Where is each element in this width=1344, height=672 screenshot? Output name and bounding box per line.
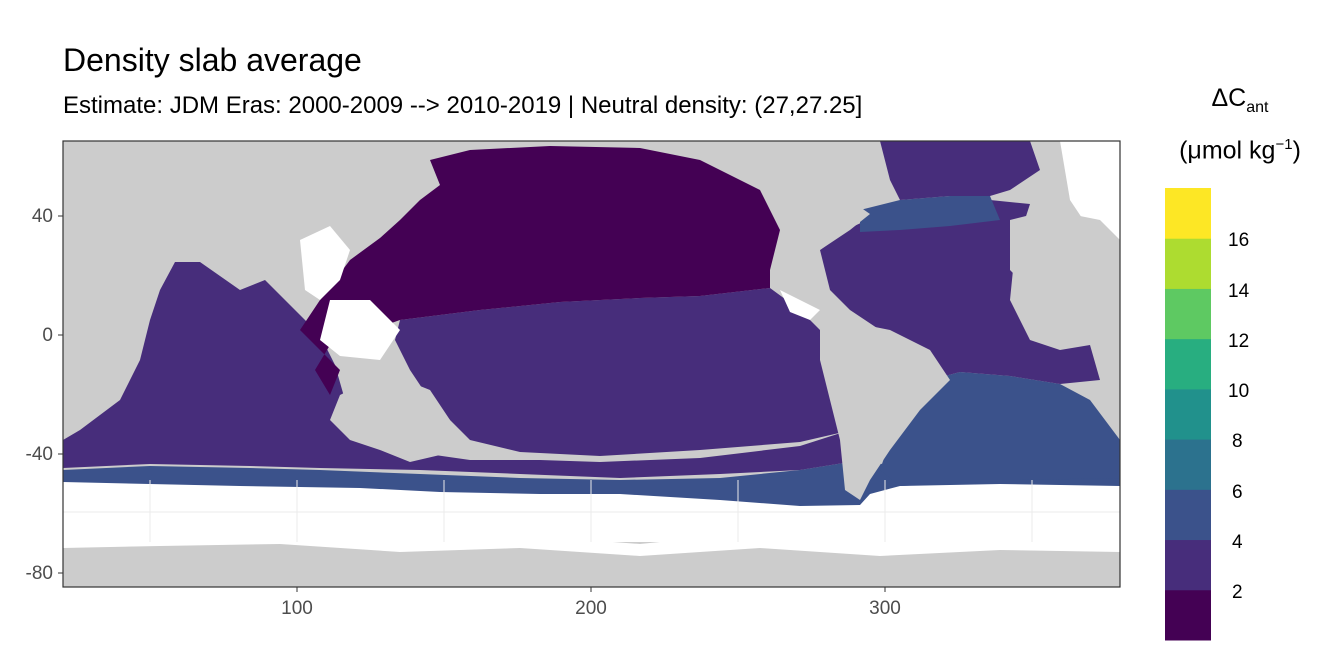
colorbar-step	[1165, 238, 1211, 289]
grid-lines	[63, 480, 1120, 542]
colorbar-step	[1165, 338, 1211, 390]
legend-break-label: 12	[1228, 331, 1249, 352]
nordic-seas	[880, 141, 1040, 200]
y-tick-label: -40	[26, 444, 53, 465]
tropical-atlantic	[820, 200, 1100, 384]
arctic-no-data	[1060, 141, 1120, 240]
colorbar-step	[1165, 188, 1211, 239]
legend-break-label: 16	[1228, 230, 1249, 251]
x-tick-label: 100	[281, 598, 313, 619]
south-america	[820, 322, 950, 500]
indonesian-seas	[320, 300, 400, 360]
north-atlantic-subpolar	[860, 196, 1000, 232]
map-panel	[63, 141, 1120, 587]
colorbar-step	[1165, 288, 1211, 340]
x-tick-label: 300	[869, 598, 901, 619]
y-tick-label: 40	[32, 206, 53, 227]
australia	[330, 378, 450, 462]
west-africa-europe	[1010, 210, 1120, 300]
north-pacific	[300, 146, 780, 395]
legend-break-label: 2	[1232, 582, 1243, 603]
y-tick-label: 0	[42, 325, 53, 346]
y-axis: 40 0 -40 -80	[26, 206, 63, 584]
legend-break-label: 4	[1232, 532, 1243, 553]
chart-subtitle: Estimate: JDM Eras: 2000-2009 --> 2010-2…	[63, 92, 863, 119]
x-tick-label: 200	[575, 598, 607, 619]
indian-south-pacific-ocean	[63, 262, 850, 478]
legend-break-label: 6	[1232, 482, 1243, 503]
north-america-east	[780, 200, 870, 270]
east-asia-marginal-seas	[300, 226, 350, 300]
x-axis: 100 200 300	[281, 587, 901, 619]
central-pacific	[395, 288, 852, 456]
legend-units: (μmol kg−1)	[1179, 136, 1301, 165]
legend-colorbar	[1165, 188, 1211, 641]
south-atlantic	[880, 372, 1120, 486]
colorbar-step	[1165, 589, 1211, 641]
legend-labels: 16 14 12 10 8 6 4 2	[1228, 230, 1250, 603]
chart-title: Density slab average	[63, 42, 362, 78]
legend-break-label: 14	[1228, 281, 1250, 302]
legend-break-label: 8	[1232, 431, 1243, 452]
colorbar-step	[1165, 388, 1211, 440]
legend-break-label: 10	[1228, 381, 1249, 402]
y-tick-label: -80	[26, 563, 53, 584]
colorbar-step	[1165, 539, 1211, 591]
legend-title: ΔCant	[1211, 84, 1269, 116]
colorbar-step	[1165, 439, 1211, 490]
central-america-gap	[780, 290, 820, 320]
colorbar-step	[1165, 489, 1211, 541]
